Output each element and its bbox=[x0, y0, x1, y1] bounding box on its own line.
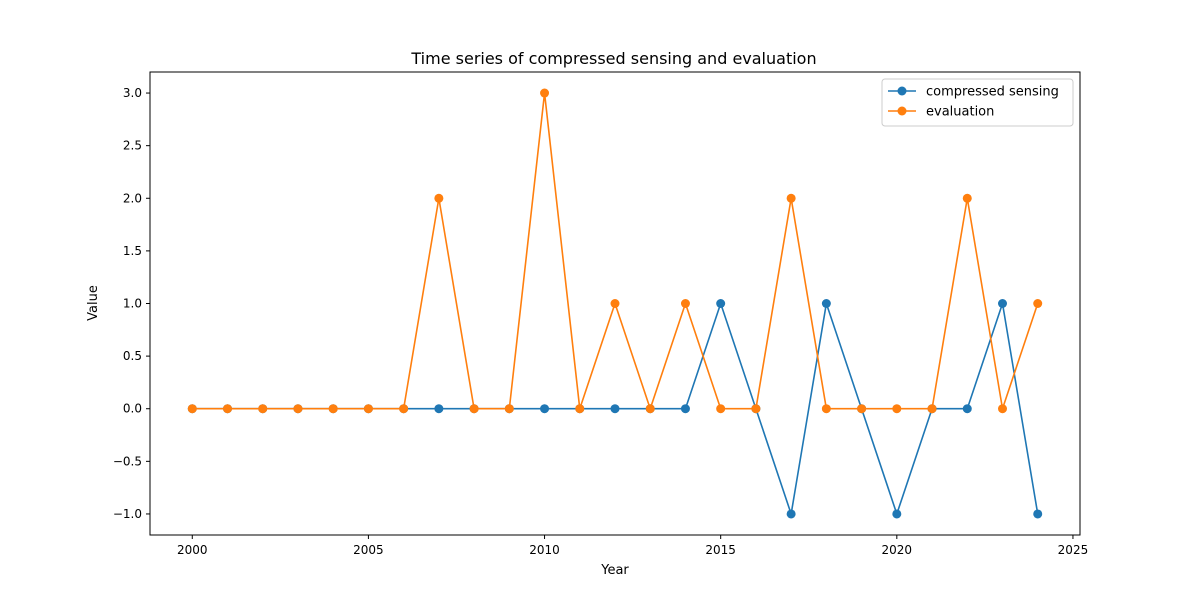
legend-entry-label: compressed sensing bbox=[926, 85, 1059, 100]
data-point bbox=[610, 299, 620, 308]
plot-area bbox=[187, 88, 1043, 519]
data-point bbox=[680, 299, 690, 308]
x-tick-label: 2020 bbox=[882, 543, 913, 557]
data-point bbox=[786, 509, 796, 519]
data-point bbox=[892, 404, 902, 414]
data-point bbox=[962, 193, 972, 203]
legend-swatch-marker bbox=[897, 86, 907, 96]
data-point bbox=[258, 404, 268, 414]
legend-box bbox=[881, 78, 1074, 127]
data-point bbox=[821, 299, 831, 308]
data-point bbox=[610, 404, 620, 414]
x-tick-label: 2025 bbox=[1058, 543, 1089, 557]
data-point bbox=[645, 404, 655, 414]
data-point bbox=[716, 404, 726, 414]
data-point bbox=[998, 404, 1007, 414]
data-point bbox=[540, 88, 550, 98]
y-tick-label: 1.0 bbox=[123, 297, 142, 311]
x-tick-label: 2010 bbox=[529, 543, 560, 557]
y-tick-label: −0.5 bbox=[113, 454, 142, 468]
data-point bbox=[540, 404, 550, 414]
data-point bbox=[786, 193, 796, 203]
data-point bbox=[1033, 509, 1043, 519]
data-point bbox=[504, 404, 514, 414]
legend-entry-label: evaluation bbox=[926, 105, 994, 120]
data-point bbox=[328, 404, 338, 414]
data-point bbox=[575, 404, 585, 414]
data-point bbox=[1033, 299, 1043, 308]
y-tick-label: 0.5 bbox=[123, 349, 142, 363]
data-point bbox=[857, 404, 867, 414]
y-tick-label: 2.5 bbox=[123, 139, 142, 153]
x-tick-label: 2015 bbox=[705, 543, 736, 557]
data-point bbox=[187, 404, 197, 414]
data-point bbox=[293, 404, 303, 414]
x-tick-label: 2005 bbox=[353, 543, 384, 557]
y-tick-label: 1.5 bbox=[123, 244, 142, 258]
data-point bbox=[892, 509, 902, 519]
data-point bbox=[927, 404, 937, 414]
y-tick-label: 2.0 bbox=[123, 191, 142, 205]
legend-swatch-marker bbox=[897, 106, 907, 116]
data-point bbox=[716, 299, 726, 308]
data-point bbox=[998, 299, 1007, 308]
data-point bbox=[469, 404, 479, 414]
y-tick-label: 3.0 bbox=[123, 86, 142, 100]
legend: compressed sensing evaluation bbox=[881, 78, 1074, 127]
data-point bbox=[962, 404, 972, 414]
data-point bbox=[434, 404, 444, 414]
y-tick-label: 0.0 bbox=[123, 402, 142, 416]
data-point bbox=[821, 404, 831, 414]
data-point bbox=[223, 404, 232, 414]
data-point bbox=[680, 404, 690, 414]
data-point bbox=[399, 404, 409, 414]
x-tick-label: 2000 bbox=[177, 543, 208, 557]
data-point bbox=[751, 404, 761, 414]
data-point bbox=[363, 404, 373, 414]
chart-title: Time series of compressed sensing and ev… bbox=[410, 49, 816, 68]
x-axis-label: Year bbox=[600, 563, 629, 578]
y-axis-label: Value bbox=[86, 285, 101, 321]
data-point bbox=[434, 193, 444, 203]
y-tick-label: −1.0 bbox=[113, 507, 142, 521]
